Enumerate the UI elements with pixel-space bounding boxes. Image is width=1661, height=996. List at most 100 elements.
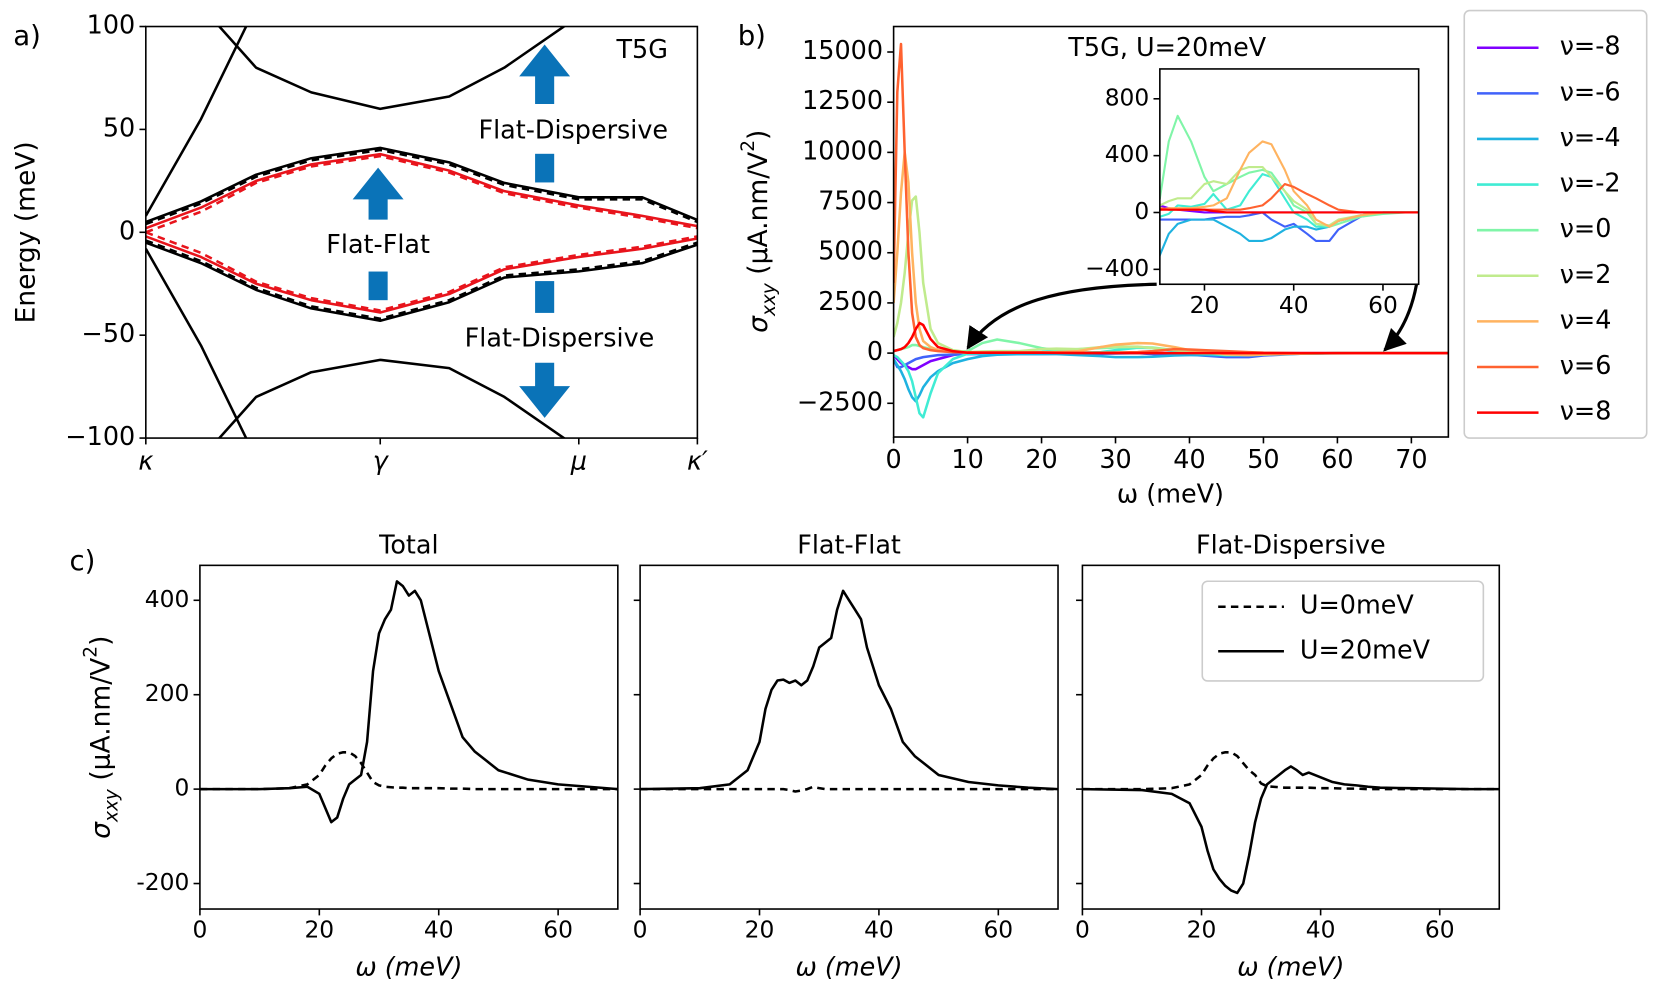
series-line [640, 785, 1059, 793]
series-line [145, 248, 248, 439]
x-tick-label: μ [570, 446, 587, 476]
subplot-title: Total [378, 530, 438, 560]
y-tick-label: 10000 [802, 136, 883, 166]
series-line [145, 235, 698, 314]
y-tick-label: 5000 [818, 237, 883, 267]
panel-label: c) [69, 544, 95, 577]
x-tick-label: 40 [1279, 291, 1309, 319]
annotation: Flat-Dispersive [478, 116, 668, 146]
label-part: (μA.nm/V [742, 152, 773, 283]
x-tick-label: γ [373, 446, 390, 476]
y-tick-label: 400 [145, 585, 190, 613]
y-tick-label: 2500 [818, 287, 883, 317]
x-tick-label: 30 [1099, 445, 1131, 475]
x-tick-label: 60 [543, 916, 573, 944]
x-tick-label: 50 [1247, 445, 1279, 475]
legend-label: ν=4 [1560, 305, 1612, 335]
y-tick-label: 100 [87, 11, 136, 41]
zoom-arrow [966, 282, 1157, 350]
x-tick-label: κ′ [687, 446, 708, 476]
arrow-stem [535, 281, 555, 313]
annotation: T5G [616, 35, 668, 65]
panel-label: b) [738, 19, 766, 52]
x-tick-label: 70 [1395, 445, 1427, 475]
legend-label: U=20meV [1300, 635, 1431, 665]
axis-label: σxxy (μA.nm/V2) [738, 130, 780, 333]
series-line [217, 26, 567, 111]
series-line [199, 580, 618, 824]
arrow-stem [368, 271, 388, 301]
y-tick-label: 0 [174, 774, 189, 802]
axes-frame [1159, 68, 1420, 286]
annotation: Flat-Dispersive [465, 323, 655, 353]
series-line [145, 241, 698, 323]
arrow-up [519, 44, 571, 104]
annotation: Flat-Flat [326, 230, 430, 260]
series-line [145, 26, 248, 217]
x-tick-label: 40 [1173, 445, 1205, 475]
y-tick-label: 0 [1134, 197, 1149, 225]
y-tick-label: −50 [82, 319, 136, 349]
axes-frame [199, 564, 619, 910]
y-tick-label: 0 [867, 337, 883, 367]
series-line [1159, 207, 1419, 214]
y-tick-label: 7500 [818, 187, 883, 217]
x-tick-label: 60 [1321, 445, 1353, 475]
label-part: xxy [759, 282, 780, 317]
label-part: σ [85, 821, 116, 839]
legend-label: ν=-6 [1560, 77, 1621, 107]
x-tick-label: 20 [1025, 445, 1057, 475]
series-line [145, 146, 698, 224]
x-tick-label: 0 [1075, 916, 1090, 944]
y-tick-label: -200 [136, 868, 189, 896]
series-line [1082, 751, 1500, 791]
label-part: 2 [738, 140, 759, 152]
y-tick-label: 800 [1105, 83, 1150, 111]
label-part: σ [742, 315, 773, 333]
plot-area [1159, 114, 1419, 259]
plot-area [145, 26, 698, 439]
x-tick-label: 40 [1306, 916, 1336, 944]
label-part: 2 [80, 646, 101, 658]
series-line [145, 231, 698, 312]
y-tick-label: −400 [1085, 254, 1149, 282]
x-tick-label: 40 [864, 916, 894, 944]
x-tick-label: 0 [886, 445, 902, 475]
label-part: ) [85, 636, 116, 646]
series-line [145, 148, 698, 226]
inset-background [1159, 68, 1419, 285]
annotation: T5G, U=20meV [1067, 33, 1266, 63]
x-tick-label: 60 [1368, 291, 1398, 319]
y-tick-label: 12500 [802, 86, 883, 116]
series-line [145, 154, 698, 234]
y-tick-label: 400 [1105, 140, 1150, 168]
legend-label: U=0meV [1300, 591, 1415, 621]
axis-label: σxxy (μA.nm/V2) [80, 636, 122, 839]
axis-label: ω (meV) [1237, 952, 1344, 982]
x-tick-label: 20 [1190, 291, 1220, 319]
plot-area [199, 580, 618, 824]
legend-label: ν=6 [1560, 351, 1612, 381]
axes-frame [639, 564, 1059, 910]
transition-arrows [352, 44, 571, 418]
x-tick-label: 20 [745, 916, 775, 944]
y-tick-label: 15000 [802, 36, 883, 66]
x-tick-label: 20 [304, 916, 334, 944]
legend-label: ν=0 [1560, 214, 1612, 244]
plot-area [640, 589, 1059, 793]
legend-label: ν=-4 [1560, 123, 1621, 153]
arrow-stem [535, 153, 555, 183]
label-part: xxy [101, 788, 122, 823]
axis-label: ω (meV) [1117, 479, 1224, 509]
legend-label: ν=2 [1560, 260, 1612, 290]
arrow-down [519, 362, 571, 418]
panel-label: a) [13, 19, 41, 52]
plot-area [1082, 751, 1500, 895]
x-tick-label: 0 [192, 916, 207, 944]
legend-label: ν=-8 [1560, 32, 1621, 62]
y-tick-label: 200 [145, 679, 190, 707]
subplot-title: Flat-Flat [797, 530, 901, 560]
